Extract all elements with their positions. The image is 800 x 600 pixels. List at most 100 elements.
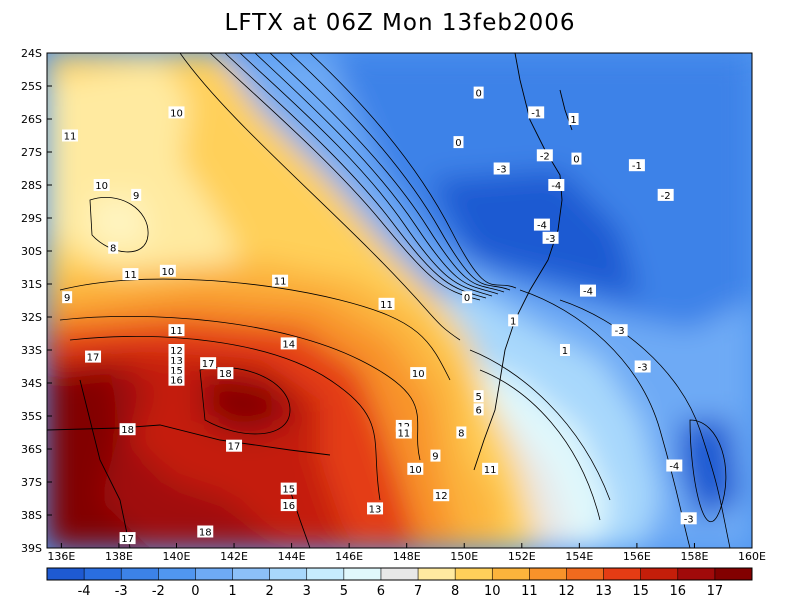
contour-label-bg [272, 274, 289, 287]
contour-label: 11 [395, 426, 412, 440]
contour-label: 18 [197, 525, 214, 539]
contour-label-text: 9 [64, 293, 70, 304]
contour-label: 8 [456, 426, 467, 440]
contour-label: 11 [482, 462, 499, 476]
contour-label: 17 [226, 439, 243, 453]
colorbar-swatch [714, 568, 753, 580]
contour-label: 5 [473, 390, 484, 403]
contour-label-bg [131, 188, 142, 201]
contour-label: -2 [657, 188, 674, 202]
contour-label-text: 0 [464, 293, 470, 304]
contour-label: 16 [280, 499, 297, 512]
contour-label-bg [473, 86, 484, 99]
colorbar-label: 0 [191, 584, 199, 599]
contour-label-text: -4 [551, 181, 561, 192]
contour-label: 13 [168, 353, 185, 367]
contour-label: 1 [568, 113, 579, 126]
contour-label-bg [410, 367, 427, 380]
contour-label-text: 0 [475, 89, 481, 100]
contour-label: 0 [571, 152, 582, 166]
contour-label-text: 1 [510, 316, 516, 327]
contour-label: -1 [528, 106, 545, 119]
contour-label-text: -3 [497, 165, 507, 176]
contour-label-bg [280, 482, 297, 495]
colorbar-swatch [640, 568, 679, 580]
contour-label-bg [433, 489, 450, 502]
contour-label-bg [493, 162, 510, 175]
contour-label-text: 0 [573, 155, 579, 166]
contour-label-bg [508, 314, 519, 327]
contour-label-bg [122, 268, 139, 281]
contour-label-bg [168, 344, 185, 356]
contour-label: 10 [159, 264, 176, 278]
contour-label: -3 [680, 512, 697, 525]
contour-label-text: -3 [638, 363, 648, 374]
contour-label-text: 17 [202, 359, 215, 370]
contour-label-bg [462, 291, 473, 304]
contour-label: 11 [378, 297, 395, 311]
contour-label: 0 [453, 136, 464, 149]
contour-label: 6 [473, 403, 484, 416]
contour-label-bg [85, 350, 102, 363]
contour-label: 17 [85, 350, 102, 364]
colorbar-label: -4 [78, 584, 91, 599]
contour-label-bg [62, 291, 73, 304]
colorbar-swatch [677, 568, 716, 580]
contour-label-bg [93, 179, 110, 191]
contour-label-text: 6 [475, 405, 481, 416]
contour-label: -3 [542, 231, 559, 245]
lon-tick-label: 136E [47, 550, 75, 563]
colorbar-swatch [47, 568, 85, 580]
lat-tick-label: 30S [21, 245, 42, 258]
contour-label-bg [280, 337, 297, 350]
contour-label-text: -4 [669, 462, 679, 473]
contour-label-bg [197, 525, 214, 538]
contour-label-text: -4 [583, 287, 593, 298]
lat-tick-label: 35S [21, 410, 42, 423]
contour-label-bg [168, 363, 185, 376]
contour-label-bg [378, 297, 395, 310]
colorbar-label: 15 [632, 584, 649, 599]
colorbar-swatch [603, 568, 642, 580]
contour-label: 10 [93, 179, 110, 192]
contour-label-bg [559, 344, 570, 356]
lon-tick-label: 152E [508, 550, 536, 563]
contour-label-text: 10 [95, 181, 108, 192]
lon-tick-label: 146E [335, 550, 363, 563]
contour-label-text: 1 [570, 115, 576, 126]
lat-tick-label: 37S [21, 476, 42, 489]
contour-label-text: -1 [632, 161, 642, 172]
colorbar-label: 3 [303, 584, 311, 599]
contour-label: 11 [168, 324, 185, 337]
contour-label-text: 11 [274, 277, 287, 288]
contour-label-text: -3 [684, 514, 694, 525]
contour-label: 17 [119, 532, 136, 545]
contour-label-text: 15 [282, 485, 295, 496]
colorbar-label: 5 [340, 584, 348, 599]
lat-tick-label: 36S [21, 443, 42, 456]
page-title: LFTX at 06Z Mon 13feb2006 [224, 10, 576, 36]
contour-label: 17 [200, 357, 217, 370]
contour-label-text: -2 [540, 151, 550, 162]
contour-label-bg [680, 512, 697, 525]
colorbar-label: 16 [670, 584, 687, 599]
contour-label: 1 [508, 314, 519, 327]
contour-label-bg [168, 373, 185, 386]
contour-label: -3 [611, 324, 628, 337]
contour-label-bg [542, 231, 559, 244]
contour-label: 9 [430, 449, 441, 463]
contour-label-text: 12 [435, 491, 448, 502]
contour-label-bg [536, 149, 553, 162]
contour-label-text: 15 [170, 366, 183, 377]
contour-label: 0 [462, 291, 473, 304]
contour-label-bg [430, 449, 441, 462]
colorbar-swatch [195, 568, 234, 580]
contour-label-bg [119, 423, 136, 436]
lat-tick-label: 39S [21, 542, 42, 555]
longitude-axis: 136E 138E 140E 142E 144E 146E 148E 150E 152E 154E… [47, 543, 766, 563]
colorbar-swatch [269, 568, 308, 580]
contour-label-text: 10 [161, 267, 174, 278]
contour-label-text: 17 [87, 353, 100, 364]
contour-label-text: 8 [110, 244, 116, 255]
contour-label: 12 [168, 344, 185, 357]
